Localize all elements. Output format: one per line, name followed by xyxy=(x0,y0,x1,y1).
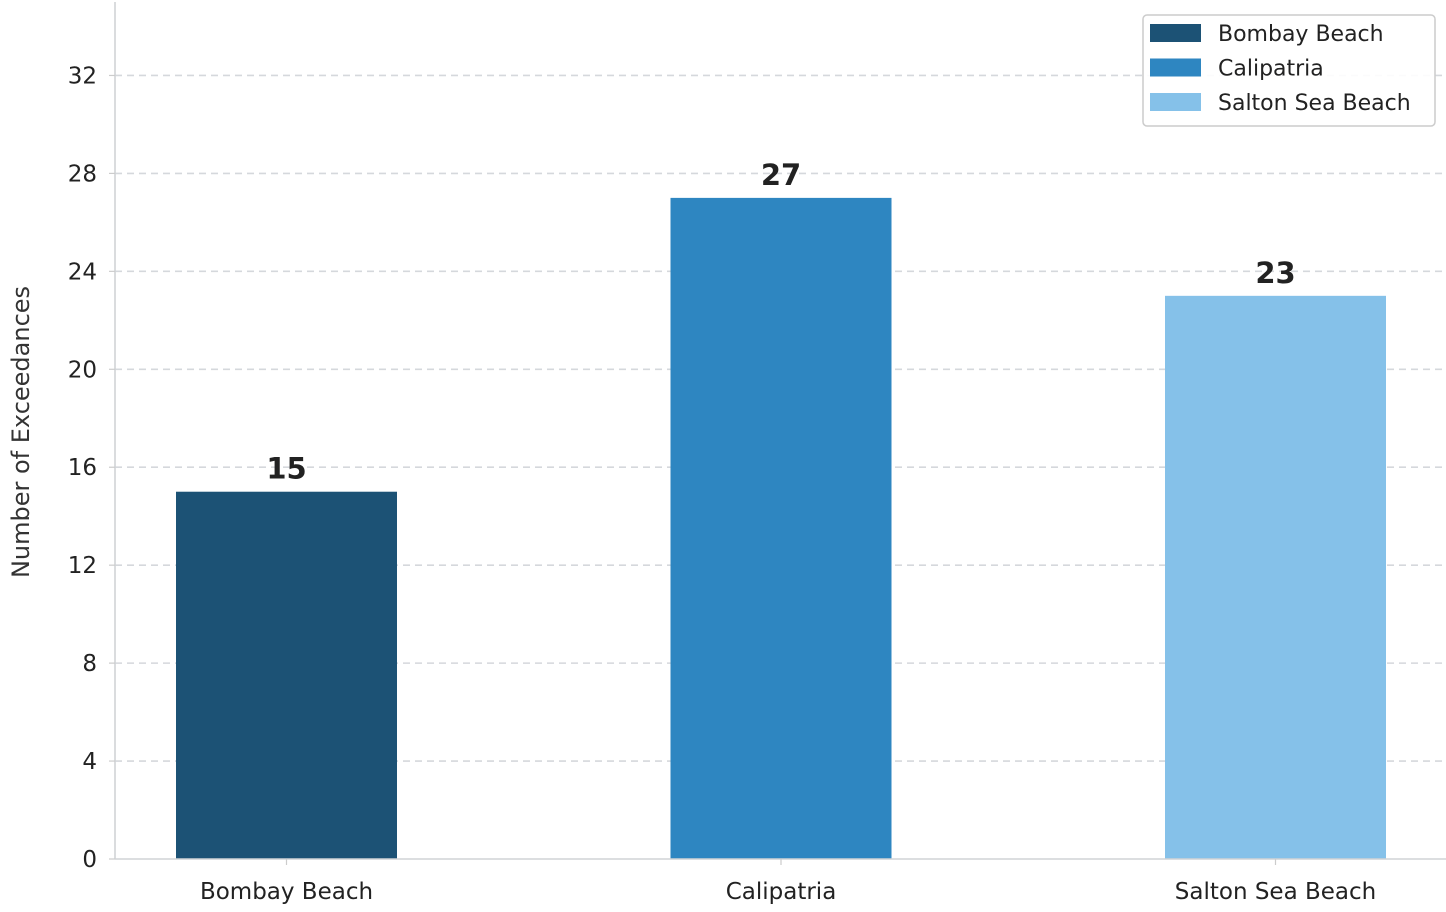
y-tick-label: 24 xyxy=(68,259,97,285)
y-tick-label: 32 xyxy=(68,63,97,89)
bars xyxy=(176,197,1386,859)
y-axis-title: Number of Exceedances xyxy=(7,286,35,578)
legend: Bombay Beach Calipatria Salton Sea Beach xyxy=(1142,14,1436,127)
x-tick-labels: Bombay Beach Calipatria Salton Sea Beach xyxy=(200,859,1376,905)
legend-box xyxy=(1142,14,1436,127)
x-tick-label: Salton Sea Beach xyxy=(1175,879,1376,905)
data-labels: 15 27 23 xyxy=(266,158,1295,486)
y-tick-label: 20 xyxy=(68,357,97,383)
y-tick-label: 8 xyxy=(82,651,97,677)
bar xyxy=(670,197,892,859)
x-tick-label: Calipatria xyxy=(726,879,837,905)
bar-value-label: 15 xyxy=(266,452,306,486)
y-tick-label: 4 xyxy=(82,749,97,775)
y-tick-label: 12 xyxy=(68,553,97,579)
legend-label: Salton Sea Beach xyxy=(1218,91,1411,116)
legend-label: Calipatria xyxy=(1218,57,1324,82)
y-tick-label: 0 xyxy=(82,847,97,873)
bar-value-label: 27 xyxy=(761,158,801,192)
bar xyxy=(1165,295,1386,859)
y-tick-label: 16 xyxy=(68,455,97,481)
legend-swatch xyxy=(1150,24,1201,42)
y-tick-label: 28 xyxy=(68,161,97,187)
bar-value-label: 23 xyxy=(1255,256,1295,290)
y-tick-labels: 0 4 8 12 16 20 24 28 32 xyxy=(68,63,115,873)
x-tick-label: Bombay Beach xyxy=(200,879,373,905)
legend-label: Bombay Beach xyxy=(1218,22,1384,47)
legend-swatch xyxy=(1150,93,1201,111)
bar xyxy=(176,491,397,859)
legend-swatch xyxy=(1150,58,1201,77)
